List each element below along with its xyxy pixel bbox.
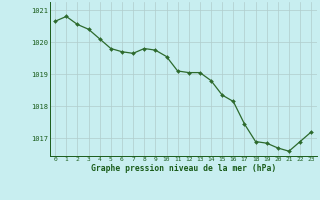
X-axis label: Graphe pression niveau de la mer (hPa): Graphe pression niveau de la mer (hPa) [91,164,276,173]
